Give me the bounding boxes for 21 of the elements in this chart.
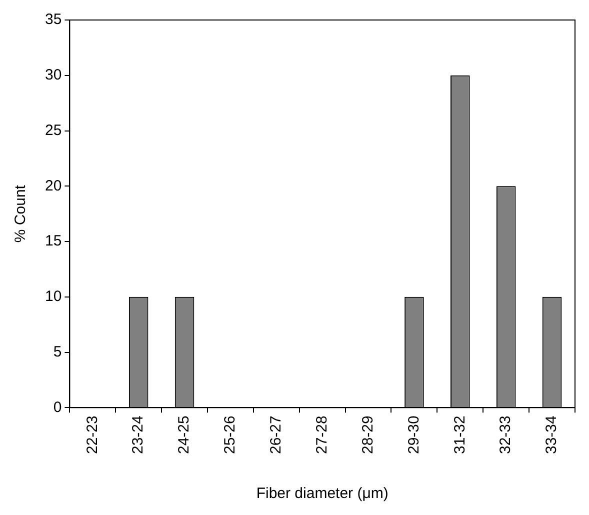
x-tick-label: 31-32 [451,416,468,454]
y-tick-label: 25 [44,122,62,139]
y-axis-title: % Count [12,184,30,243]
x-tick-label: 32-33 [497,416,514,454]
x-tick-label: 33-34 [543,416,560,454]
y-tick-label: 15 [44,232,62,250]
x-tick-label: 27-28 [313,416,330,454]
x-tick-label: 24-25 [176,416,193,454]
y-tick-label: 30 [44,66,62,84]
y-tick-label: 35 [44,11,62,28]
y-tick-label: 0 [53,398,62,416]
x-tick-label: 29-30 [405,416,422,454]
x-axis-title: Fiber diameter (μm) [256,485,388,502]
x-tick-label: 26-27 [268,416,285,454]
x-tick-label: 22-23 [84,416,101,454]
y-tick-label: 5 [53,343,62,360]
x-tick-label: 25-26 [222,416,239,454]
x-tick-label: 28-29 [359,416,376,454]
y-tick-label: 20 [44,177,62,194]
y-tick-label: 10 [44,288,62,306]
x-tick-label: 23-24 [130,416,147,454]
